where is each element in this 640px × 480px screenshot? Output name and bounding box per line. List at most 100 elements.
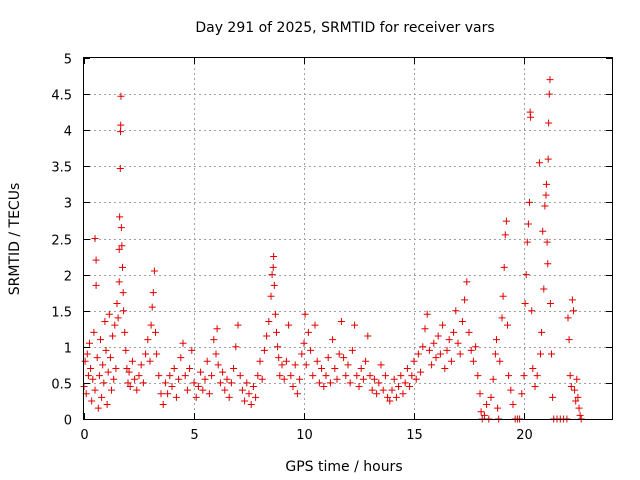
data-point	[388, 386, 396, 394]
data-point	[469, 357, 477, 365]
data-point	[397, 372, 405, 380]
data-point	[296, 375, 304, 383]
data-point	[546, 299, 554, 307]
data-point	[366, 372, 374, 380]
data-point	[293, 390, 301, 398]
data-point	[168, 383, 176, 391]
data-point	[148, 303, 156, 311]
data-point	[177, 354, 185, 362]
data-point	[139, 379, 147, 387]
data-point	[273, 328, 280, 336]
data-point	[199, 386, 207, 394]
data-point	[157, 390, 165, 398]
data-point	[344, 361, 352, 369]
data-point	[205, 390, 213, 398]
data-point	[232, 343, 240, 351]
data-point	[355, 383, 363, 391]
data-point	[346, 379, 354, 387]
data-point	[289, 383, 297, 391]
data-point	[271, 310, 279, 318]
data-point	[223, 375, 231, 383]
data-point	[275, 354, 283, 362]
data-point	[111, 321, 119, 329]
data-point	[545, 119, 553, 127]
data-point	[549, 393, 557, 401]
data-point	[301, 310, 309, 318]
data-point	[197, 368, 205, 376]
data-point	[97, 336, 104, 344]
data-point	[287, 372, 295, 380]
data-point	[362, 357, 370, 365]
data-point	[270, 281, 278, 289]
data-point	[454, 339, 462, 347]
data-point	[105, 310, 113, 318]
y-tick-label: 5	[64, 53, 72, 68]
data-point	[164, 390, 172, 398]
data-point	[541, 202, 549, 210]
data-point	[535, 159, 543, 167]
y-tick-label: 2.5	[51, 234, 72, 249]
data-point	[276, 372, 284, 380]
data-point	[179, 339, 187, 347]
data-point	[94, 404, 102, 412]
data-point	[576, 411, 584, 419]
data-point	[213, 325, 221, 333]
x-tick-label: 10	[296, 428, 313, 443]
data-point	[311, 321, 319, 329]
data-point	[414, 350, 422, 358]
data-point	[348, 346, 356, 354]
data-point	[285, 321, 293, 329]
data-point	[86, 339, 93, 347]
data-point	[161, 379, 169, 387]
data-point	[212, 350, 220, 358]
data-point	[149, 289, 157, 297]
data-point	[152, 328, 159, 336]
data-point	[91, 386, 99, 394]
data-point	[252, 393, 260, 401]
data-point	[117, 224, 125, 232]
data-point	[208, 372, 216, 380]
data-point	[234, 321, 242, 329]
data-point	[496, 357, 504, 365]
data-point	[89, 375, 97, 383]
data-point	[421, 325, 429, 333]
x-tick-label: 20	[516, 428, 533, 443]
data-point	[270, 253, 278, 261]
data-point	[331, 364, 339, 372]
data-point	[461, 296, 469, 304]
data-point	[364, 332, 372, 340]
data-point	[190, 379, 198, 387]
data-point	[472, 343, 480, 351]
data-point	[120, 307, 128, 315]
data-point	[467, 346, 475, 354]
data-point	[119, 289, 127, 297]
data-point	[505, 372, 513, 380]
data-point	[92, 256, 100, 264]
data-point	[236, 372, 244, 380]
data-point	[278, 361, 286, 369]
data-point	[337, 318, 345, 326]
data-point	[410, 357, 418, 365]
y-tick-label: 3.5	[51, 161, 72, 176]
data-point	[203, 357, 211, 365]
data-point	[230, 364, 238, 372]
data-point	[225, 393, 233, 401]
y-tick-label: 1.5	[51, 306, 72, 321]
data-point	[175, 375, 183, 383]
data-point	[150, 267, 158, 275]
data-point	[256, 357, 264, 365]
data-point	[238, 386, 246, 394]
data-point	[117, 128, 125, 136]
data-point	[546, 76, 554, 84]
data-point	[494, 404, 502, 412]
data-point	[117, 92, 125, 100]
data-point	[214, 361, 222, 369]
data-point	[221, 386, 229, 394]
data-point	[518, 390, 526, 398]
data-point	[128, 357, 136, 365]
data-point	[326, 379, 334, 387]
data-point	[112, 364, 120, 372]
y-axis-label: SRMTID / TECUs	[7, 183, 23, 296]
data-point	[280, 375, 288, 383]
data-point	[227, 379, 235, 387]
